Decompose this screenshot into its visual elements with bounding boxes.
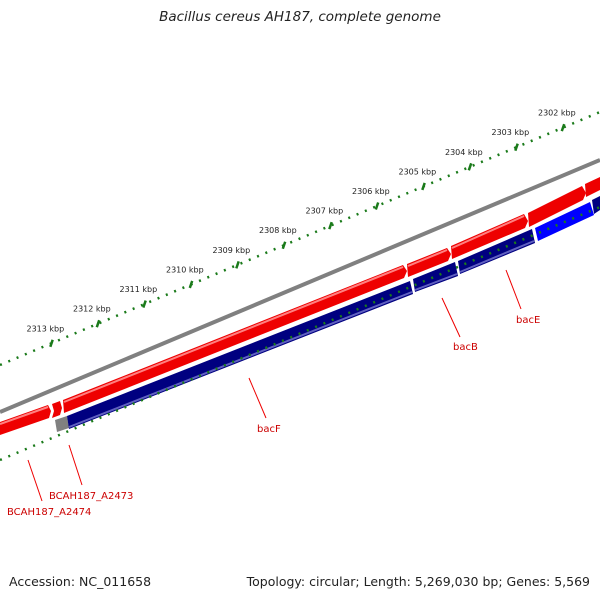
- gene-feature-gray-block: [55, 416, 69, 432]
- genome-summary-text: Topology: circular; Length: 5,269,030 bp…: [246, 574, 590, 589]
- gene-feature-bcah187-a2473: [52, 401, 62, 418]
- gene-feature-bacF-rev: [67, 281, 413, 429]
- reverse-strand-features: [55, 196, 600, 432]
- kbp-tick-label: 2313 kbp: [27, 324, 65, 333]
- kbp-tick-label: 2309 kbp: [213, 246, 251, 255]
- kbp-tick-mark: [514, 143, 519, 152]
- kbp-tick-mark: [49, 339, 54, 348]
- kbp-tick-mark: [281, 241, 287, 250]
- outer-tick-ring: [0, 110, 600, 367]
- gene-label-bacE: bacE: [516, 315, 540, 326]
- kbp-tick-mark: [421, 182, 426, 191]
- gene-feature-bacE-fwd: [451, 214, 528, 259]
- gene-feature-bacB: [407, 248, 451, 277]
- kbp-tick-mark: [235, 260, 240, 269]
- kbp-tick-mark: [328, 221, 333, 230]
- kbp-tick-label: 2307 kbp: [306, 207, 344, 216]
- genome-backbone: [0, 158, 600, 414]
- kbp-tick-label: 2308 kbp: [259, 226, 297, 235]
- kbp-tick-mark: [374, 202, 380, 210]
- gene-feature-fwd-edge: [585, 177, 600, 197]
- kbp-tick-mark: [560, 123, 566, 132]
- inner-tick-ring: [0, 205, 600, 462]
- kbp-tick-label: 2302 kbp: [538, 109, 576, 118]
- kbp-ticks: 2302 kbp 2303 kbp 2304 kbp 2305 kbp 2306 kbp…: [27, 109, 576, 348]
- gene-label-bcah187-a2474: BCAH187_A2474: [7, 507, 91, 518]
- gene-label-bacB: bacB: [453, 342, 478, 353]
- kbp-tick-label: 2305 kbp: [399, 167, 437, 176]
- gene-feature-bacF: [63, 265, 407, 413]
- gene-label-bacF: bacF: [257, 424, 281, 435]
- kbp-tick-label: 2312 kbp: [73, 305, 111, 314]
- forward-strand-features: [0, 177, 600, 435]
- gene-label-bcah187-a2473: BCAH187_A2473: [49, 491, 133, 502]
- gene-feature-bacE-rev: [458, 229, 535, 274]
- kbp-tick-mark: [142, 300, 147, 308]
- kbp-tick-mark: [188, 280, 194, 289]
- gene-feature-rev-edge: [592, 196, 600, 214]
- kbp-tick-label: 2310 kbp: [166, 265, 204, 274]
- gene-labels: bacE bacB bacF BCAH187_A2473 BCAH187_A24…: [7, 269, 540, 518]
- kbp-tick-label: 2306 kbp: [352, 187, 390, 196]
- kbp-tick-label: 2311 kbp: [120, 285, 158, 294]
- gene-feature-fwd-right: [528, 186, 586, 227]
- kbp-tick-mark: [467, 162, 473, 171]
- map-title: Bacillus cereus AH187, complete genome: [159, 9, 441, 25]
- accession-text: Accession: NC_011658: [9, 574, 152, 589]
- gene-feature-bcah187-a2474: [0, 405, 51, 435]
- gene-feature-bacB-rev: [413, 262, 458, 292]
- kbp-tick-label: 2303 kbp: [492, 128, 530, 137]
- kbp-tick-label: 2304 kbp: [445, 148, 483, 157]
- kbp-tick-mark: [95, 319, 101, 328]
